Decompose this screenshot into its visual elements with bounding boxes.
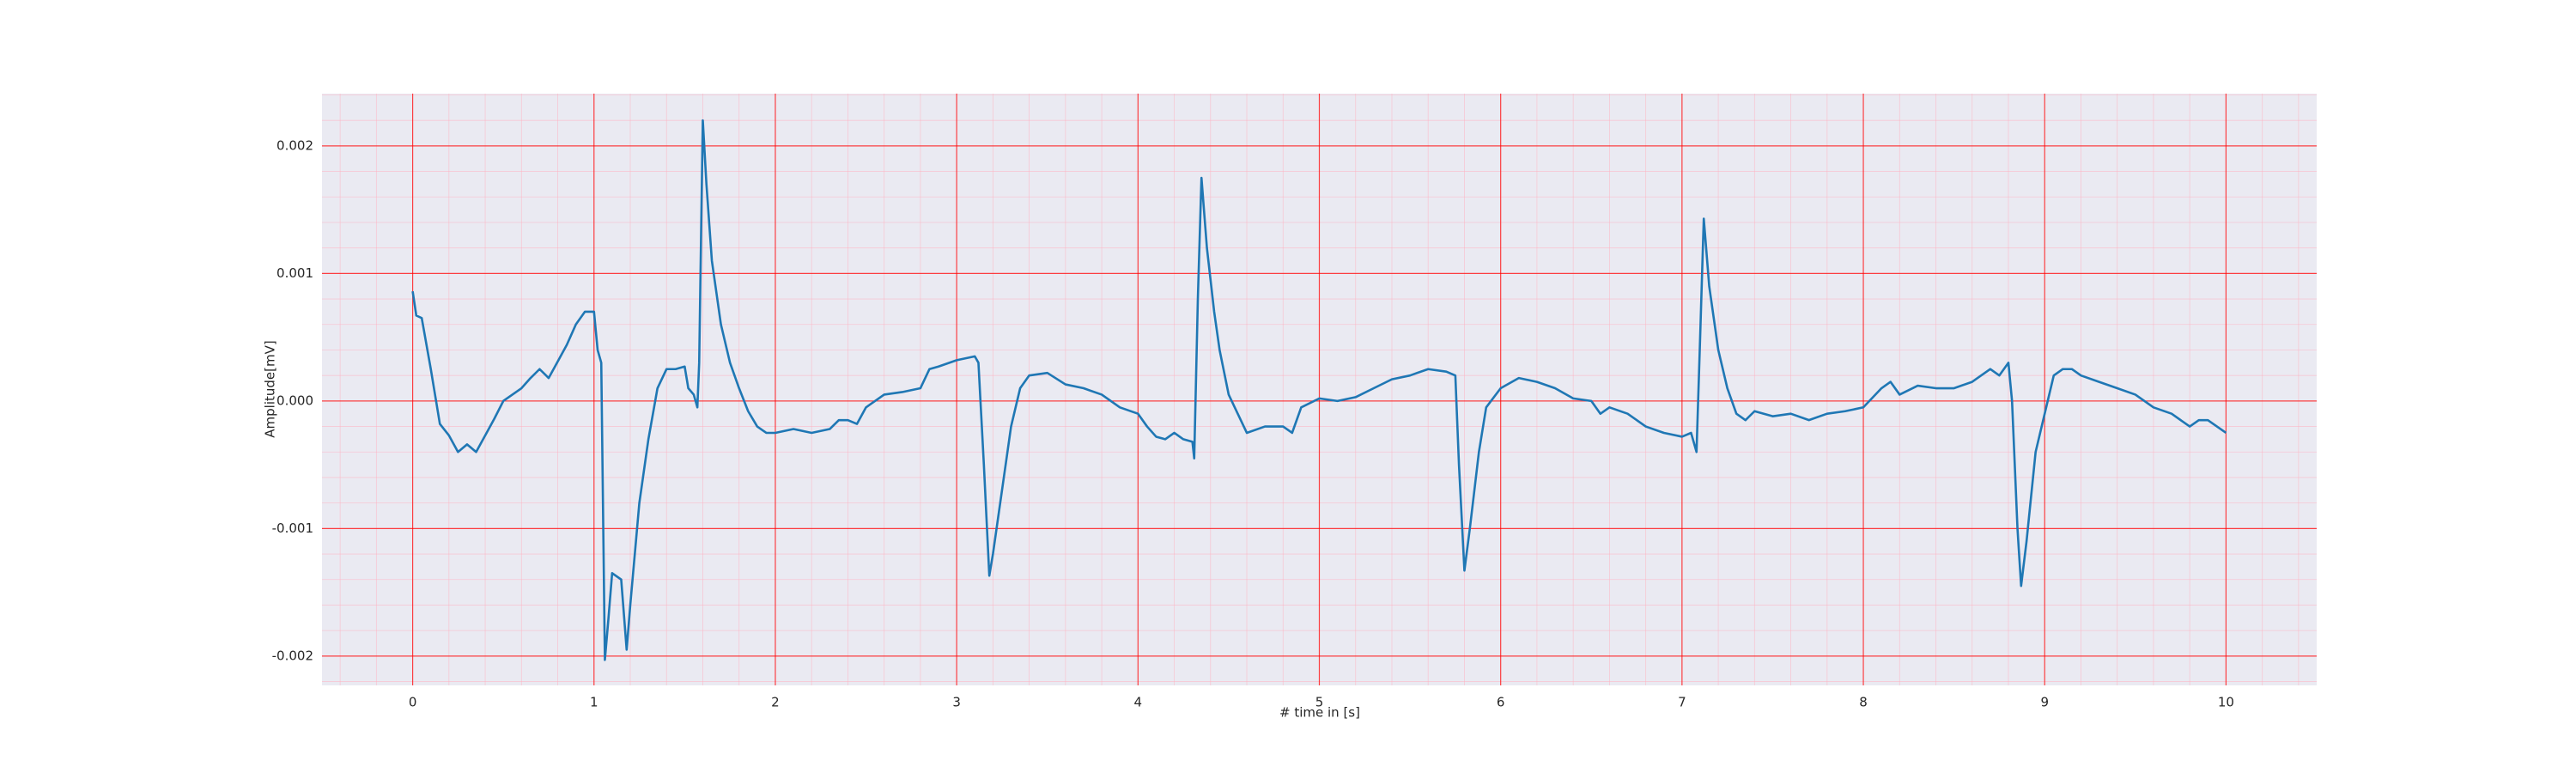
y-tick-label: 0.000 (276, 393, 313, 408)
x-tick-label: 2 (771, 695, 780, 710)
x-axis-label: # time in [s] (1279, 705, 1360, 721)
x-tick-label: 7 (1678, 695, 1686, 710)
x-tick-label: 3 (952, 695, 961, 710)
x-tick-label: 9 (2040, 695, 2049, 710)
y-tick-label: 0.001 (276, 265, 313, 281)
y-tick-label: 0.002 (276, 137, 313, 153)
y-axis-label: Amplitude[mV] (263, 340, 278, 437)
x-tick-label: 0 (409, 695, 417, 710)
x-tick-label: 10 (2218, 695, 2234, 710)
x-tick-label: 4 (1134, 695, 1143, 710)
x-tick-label: 8 (1859, 695, 1868, 710)
y-tick-label: -0.002 (272, 648, 313, 663)
signal-line (411, 119, 2227, 661)
x-tick-label: 6 (1497, 695, 1505, 710)
x-tick-label: 5 (1315, 695, 1324, 710)
x-tick-label: 1 (590, 695, 598, 710)
y-tick-label: -0.001 (272, 520, 313, 536)
plot-area (322, 94, 2317, 685)
